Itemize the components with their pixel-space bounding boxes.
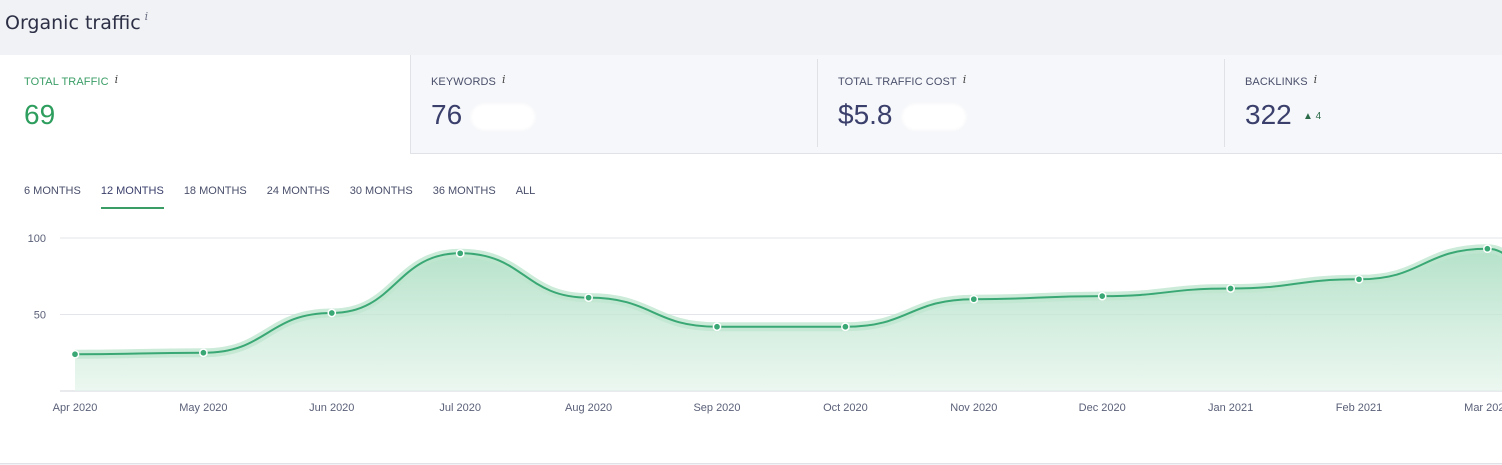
x-tick-label: Jan 2021 xyxy=(1208,402,1253,414)
x-tick-label: May 2020 xyxy=(179,402,227,414)
x-tick-label: Jun 2020 xyxy=(309,402,354,414)
info-icon[interactable]: i xyxy=(962,73,967,86)
tab-6-months[interactable]: 6 MONTHS xyxy=(24,185,81,197)
y-tick-label: 50 xyxy=(34,310,46,322)
data-point[interactable] xyxy=(327,308,337,318)
redacted-blur xyxy=(902,104,966,130)
x-tick-label: Feb 2021 xyxy=(1336,402,1382,414)
x-tick-label: Oct 2020 xyxy=(823,402,868,414)
card-total-traffic[interactable]: TOTAL TRAFFIC i 69 xyxy=(0,55,411,154)
info-icon[interactable]: i xyxy=(144,10,149,23)
tab-24-months[interactable]: 24 MONTHS xyxy=(266,185,330,197)
page-title-text: Organic traffic xyxy=(5,12,141,34)
data-point[interactable] xyxy=(455,248,465,258)
x-tick-label: Sep 2020 xyxy=(693,402,740,414)
info-icon[interactable]: i xyxy=(1313,73,1318,86)
info-icon[interactable]: i xyxy=(501,73,506,86)
x-tick-label: Mar 2021 xyxy=(1464,402,1502,414)
card-label: TOTAL TRAFFIC i xyxy=(24,73,119,88)
data-point[interactable] xyxy=(841,322,850,332)
x-tick-label: Jul 2020 xyxy=(439,402,481,414)
data-point[interactable] xyxy=(584,293,593,303)
tab-all[interactable]: ALL xyxy=(515,185,536,197)
data-point[interactable] xyxy=(70,349,80,359)
card-value: 69 xyxy=(24,99,56,130)
tab-30-months[interactable]: 30 MONTHS xyxy=(349,185,413,197)
data-point[interactable] xyxy=(1226,284,1235,293)
period-tabs: 6 MONTHS 12 MONTHS 18 MONTHS 24 MONTHS 3… xyxy=(24,185,555,209)
tab-18-months[interactable]: 18 MONTHS xyxy=(183,185,247,197)
tab-12-months[interactable]: 12 MONTHS xyxy=(100,185,164,209)
traffic-panel: TOTAL TRAFFIC i 69 KEYWORDS i 76 TOTAL TRA… xyxy=(0,55,1502,464)
page-title: Organic traffic i xyxy=(5,10,149,34)
card-traffic-cost[interactable]: TOTAL TRAFFIC COST i $5.8 xyxy=(818,55,1225,154)
data-point[interactable] xyxy=(1354,274,1364,284)
tab-36-months[interactable]: 36 MONTHS xyxy=(432,185,496,197)
card-label: BACKLINKS i xyxy=(1245,73,1318,88)
backlinks-delta-badge: ▲ 4 xyxy=(1303,111,1322,122)
data-point[interactable] xyxy=(1483,244,1492,254)
card-value: 322 xyxy=(1245,99,1292,130)
data-point[interactable] xyxy=(199,348,208,358)
data-point[interactable] xyxy=(1097,291,1107,301)
data-point[interactable] xyxy=(712,322,722,332)
series-area xyxy=(75,248,1502,391)
data-point[interactable] xyxy=(969,294,979,304)
card-label: KEYWORDS i xyxy=(431,73,506,88)
card-keywords[interactable]: KEYWORDS i 76 xyxy=(411,55,818,154)
redacted-blur xyxy=(471,104,535,130)
y-tick-label: 100 xyxy=(28,233,46,245)
traffic-chart: 50 100 Apr 2020 May 2020 Jun 2020 Jul 2020 Aug… xyxy=(28,233,1502,414)
divider xyxy=(1224,59,1225,147)
metric-cards: TOTAL TRAFFIC i 69 KEYWORDS i 76 TOTAL TRA… xyxy=(0,55,1502,154)
card-label: TOTAL TRAFFIC COST i xyxy=(838,73,967,88)
x-tick-label: Apr 2020 xyxy=(53,402,98,414)
divider xyxy=(817,59,818,147)
card-backlinks[interactable]: BACKLINKS i 322 ▲ 4 xyxy=(1225,55,1502,154)
card-value: 76 xyxy=(431,99,463,130)
x-tick-label: Nov 2020 xyxy=(950,402,997,414)
x-tick-label: Dec 2020 xyxy=(1079,402,1126,414)
info-icon[interactable]: i xyxy=(114,73,119,86)
card-value: $5.8 xyxy=(838,99,893,130)
x-tick-label: Aug 2020 xyxy=(565,402,612,414)
